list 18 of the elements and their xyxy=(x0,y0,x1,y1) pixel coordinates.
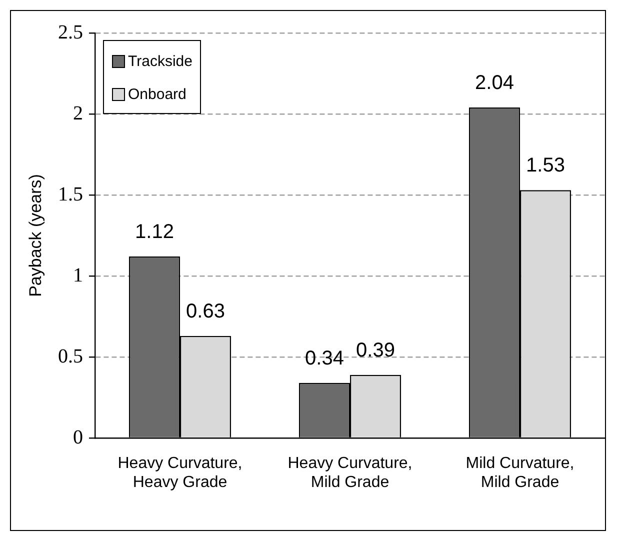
y-tick-label: 0.5 xyxy=(58,345,83,368)
legend-label: Onboard xyxy=(128,86,186,103)
y-tick-label: 0 xyxy=(73,426,83,448)
y-tick-label: 2 xyxy=(73,102,83,124)
x-tick-label: Heavy Curvature, Mild Grade xyxy=(288,455,412,492)
data-label: 1.12 xyxy=(135,221,174,244)
y-tick-label: 1.5 xyxy=(58,183,83,206)
legend-label: Trackside xyxy=(128,53,192,70)
y-axis-title: Payback (years) xyxy=(26,174,45,297)
data-label: 2.04 xyxy=(475,72,514,94)
data-label: 0.34 xyxy=(305,347,344,370)
y-tick-label: 2.5 xyxy=(58,21,83,44)
x-tick-label: Heavy Curvature, Heavy Grade xyxy=(118,455,242,492)
data-label: 1.53 xyxy=(526,154,565,177)
y-tick-label: 1 xyxy=(73,264,83,286)
data-label: 0.39 xyxy=(356,339,395,362)
data-label: 0.63 xyxy=(186,300,225,322)
x-tick-label: Mild Curvature, Mild Grade xyxy=(466,455,574,492)
